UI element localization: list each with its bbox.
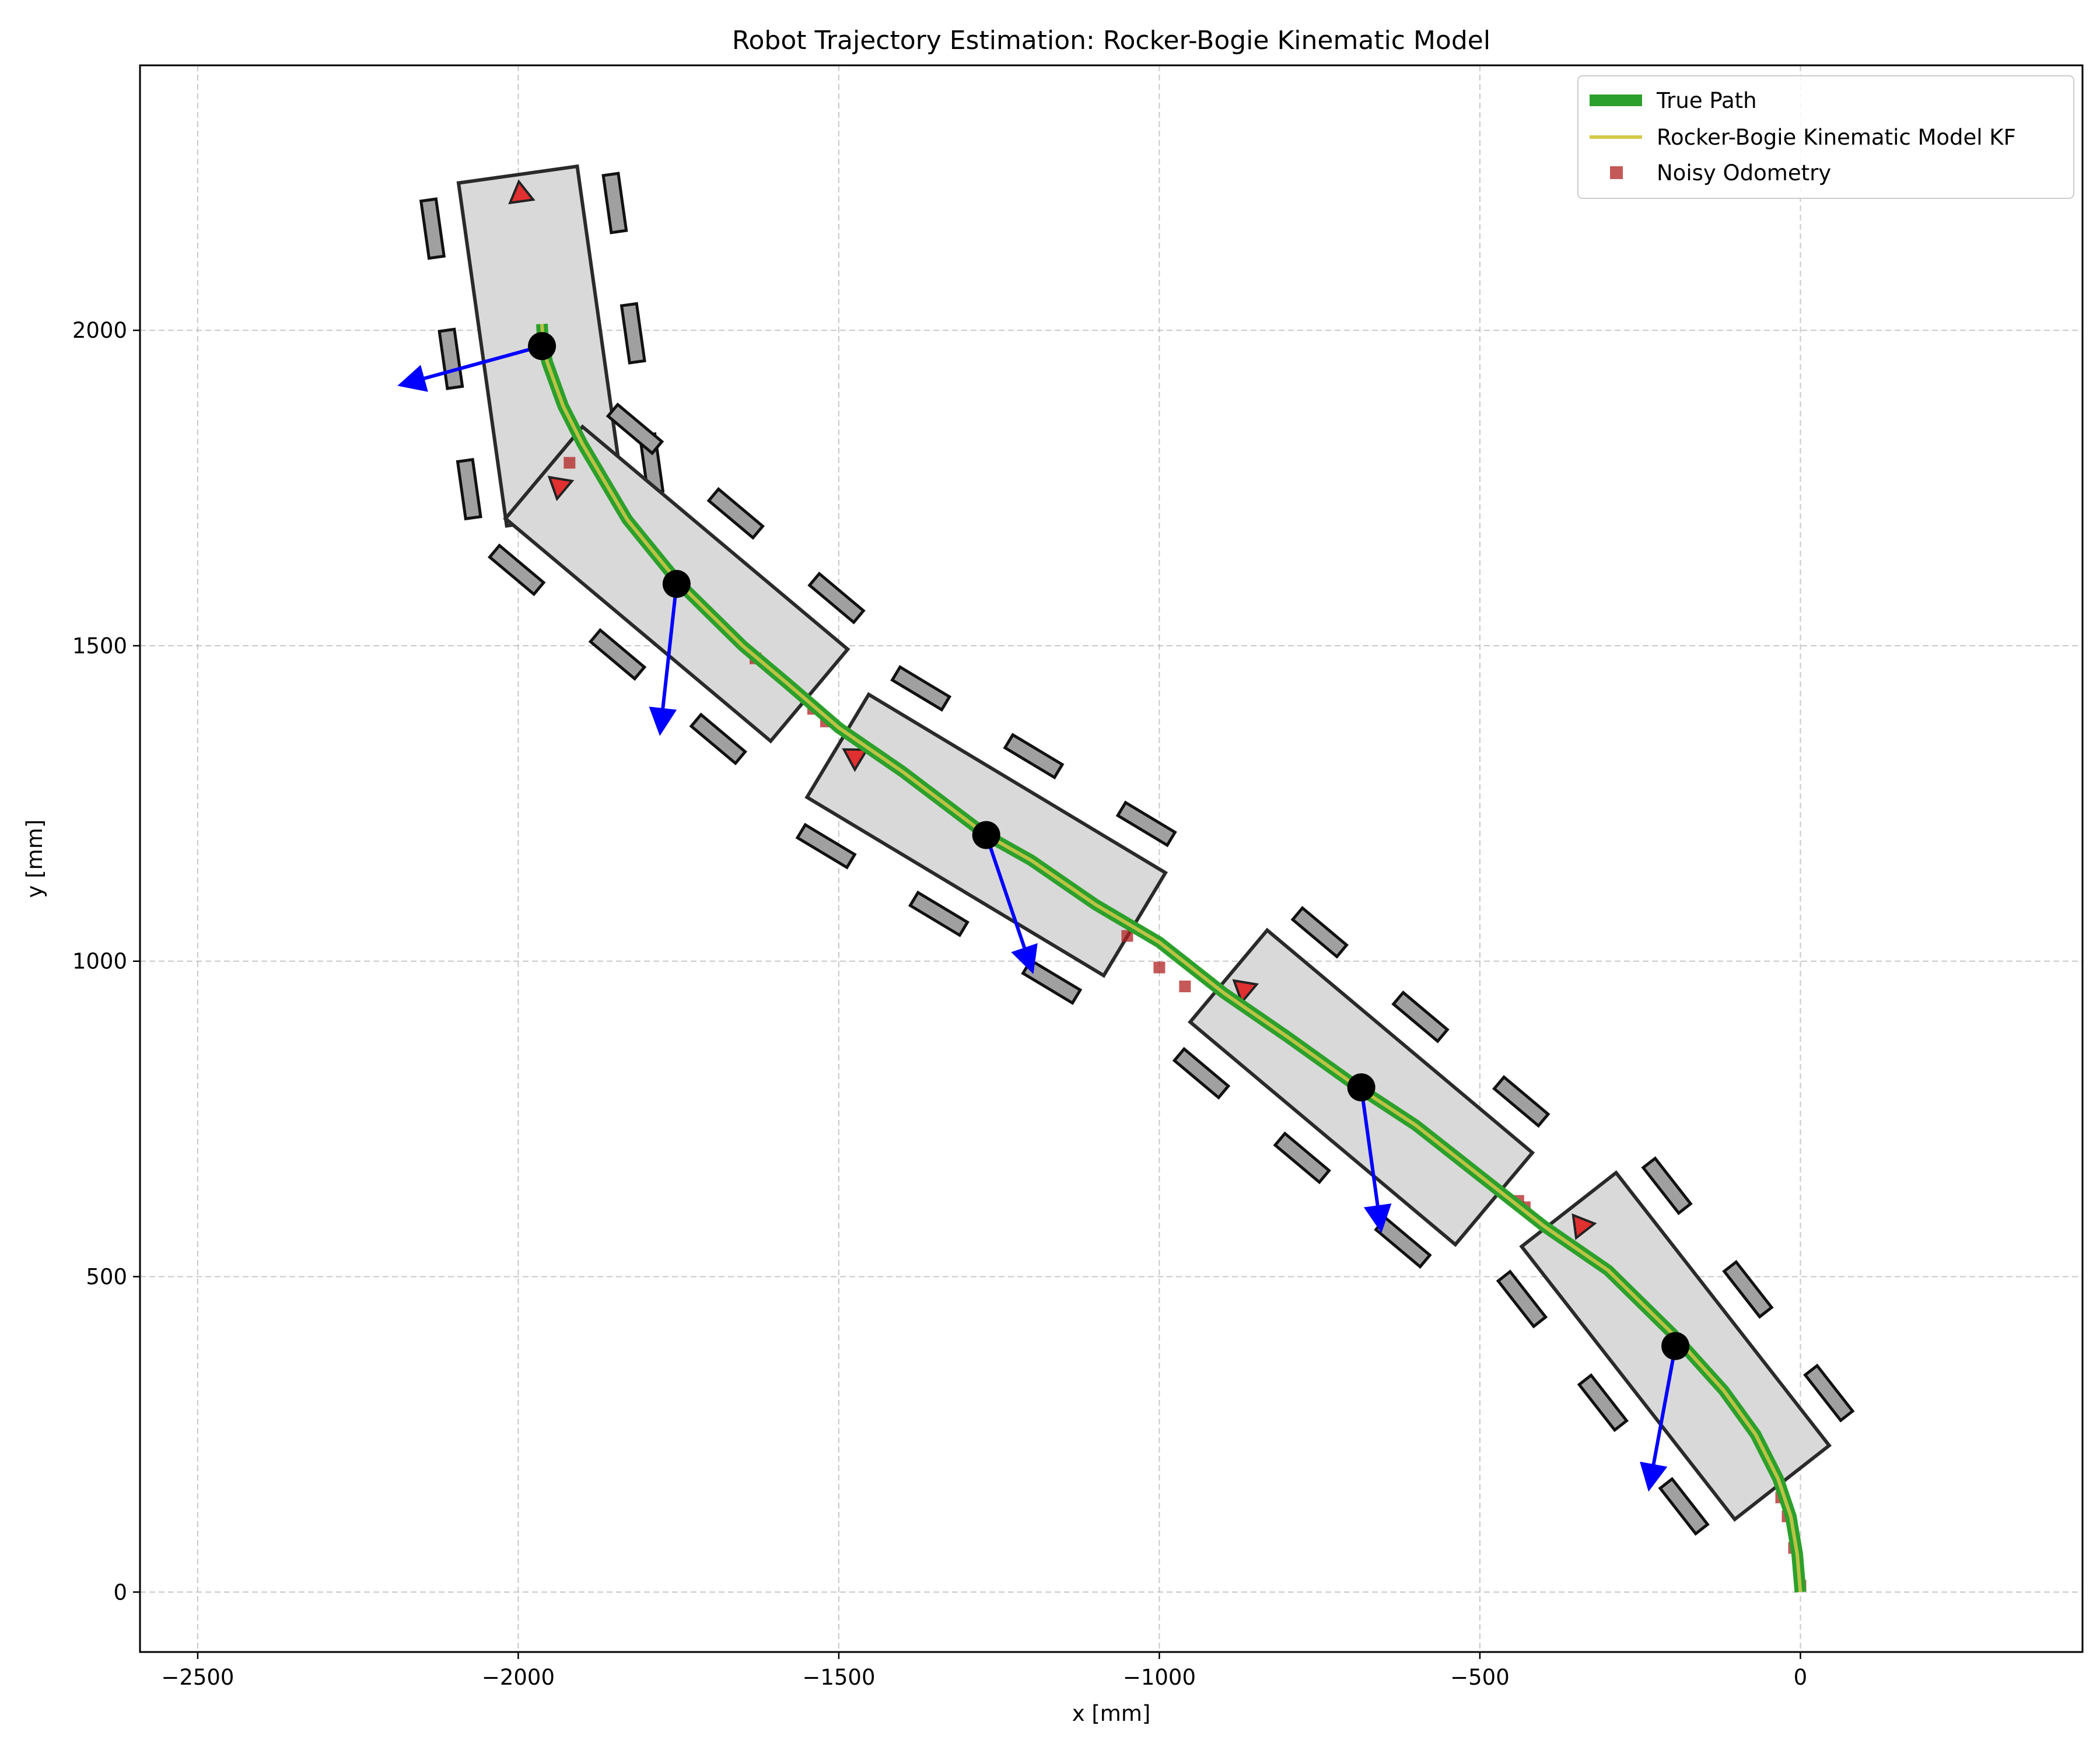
y-tick-label: 1000	[72, 949, 127, 974]
robot-heading-marker	[1572, 1213, 1597, 1240]
robot-wheel	[1003, 733, 1065, 780]
robot-wheel	[1290, 905, 1349, 959]
robot-wheel	[419, 197, 446, 260]
pose-arrow	[649, 583, 678, 736]
pose-center-dot	[1661, 1332, 1690, 1360]
robot-wheel	[1577, 1373, 1629, 1433]
plot-frame	[139, 64, 2084, 1653]
y-tick-label: 500	[86, 1265, 127, 1290]
legend-label: Noisy Odometry	[1657, 160, 1831, 186]
robot-wheel	[795, 822, 857, 870]
plot-content	[397, 164, 1855, 1593]
x-tick-label: −1000	[1123, 1665, 1196, 1690]
x-tick-label: −2000	[482, 1665, 555, 1690]
pose-arrow	[397, 344, 542, 392]
chart-title: Robot Trajectory Estimation: Rocker-Bogi…	[732, 26, 1490, 55]
robot-wheel	[1273, 1131, 1331, 1185]
kf-estimate-line	[540, 324, 1803, 1592]
robot-wheel	[620, 302, 646, 365]
robot-wheel	[1492, 1074, 1550, 1128]
robot-wheel	[1803, 1363, 1855, 1423]
odometry-point	[1121, 930, 1133, 942]
odometry-point	[1153, 961, 1166, 974]
y-tick-label: 0	[113, 1580, 127, 1605]
robot-wheel	[807, 571, 866, 625]
legend: True Path Rocker-Bogie Kinematic Model KF…	[1577, 75, 2074, 199]
robot-wheel	[890, 665, 952, 712]
robot-wheel	[438, 327, 464, 390]
x-tick-label: −1500	[802, 1665, 875, 1690]
robot-wheel	[706, 487, 765, 540]
pose-center-dot	[1347, 1073, 1376, 1102]
robot-wheel	[1391, 990, 1450, 1044]
robot-wheel	[601, 172, 628, 235]
x-axis-label: x [mm]	[1072, 1701, 1151, 1726]
robot-wheel	[606, 402, 664, 456]
legend-label: True Path	[1656, 88, 1757, 113]
x-tick-label: −2500	[161, 1665, 234, 1690]
pose-arrow	[1640, 1345, 1678, 1492]
robot-wheel	[588, 628, 647, 681]
pose-center-dot	[528, 332, 556, 360]
robot-wheel	[487, 543, 546, 597]
robot-wheel	[1722, 1259, 1774, 1319]
pose-arrow	[984, 834, 1038, 974]
robot-wheel	[1641, 1156, 1693, 1216]
pose-center-dot	[972, 821, 1000, 849]
robot-wheel	[1172, 1046, 1231, 1100]
x-tick-label: 0	[1794, 1665, 1808, 1690]
robot-heading-marker	[1232, 979, 1259, 1005]
x-axis-ticks: −2500 −2000 −1500 −1000 −500 0	[161, 1652, 1807, 1690]
robot-wheel	[908, 890, 970, 937]
robot-heading-marker	[842, 748, 869, 772]
y-axis-ticks: 0 500 1000 1500 2000	[72, 318, 140, 1605]
robot-wheel	[1115, 800, 1177, 848]
robot-wheel	[456, 457, 482, 521]
y-axis-label: y [mm]	[22, 820, 47, 898]
robot-wheel	[689, 712, 747, 766]
pose-arrows	[397, 332, 1690, 1492]
odometry-point	[564, 457, 576, 469]
y-tick-label: 1500	[72, 634, 127, 659]
robot-heading-marker	[547, 475, 575, 502]
pose-center-dot	[662, 570, 691, 598]
robot-wheel	[1496, 1269, 1548, 1329]
legend-swatch-odometry	[1610, 166, 1623, 179]
x-tick-label: −500	[1450, 1665, 1510, 1690]
pose-arrow	[1359, 1087, 1392, 1233]
odometry-point	[1179, 981, 1191, 993]
legend-label: Rocker-Bogie Kinematic Model KF	[1657, 125, 2016, 150]
robot-heading-marker	[508, 179, 536, 205]
y-tick-label: 2000	[72, 318, 127, 343]
legend-box	[1577, 75, 2074, 199]
